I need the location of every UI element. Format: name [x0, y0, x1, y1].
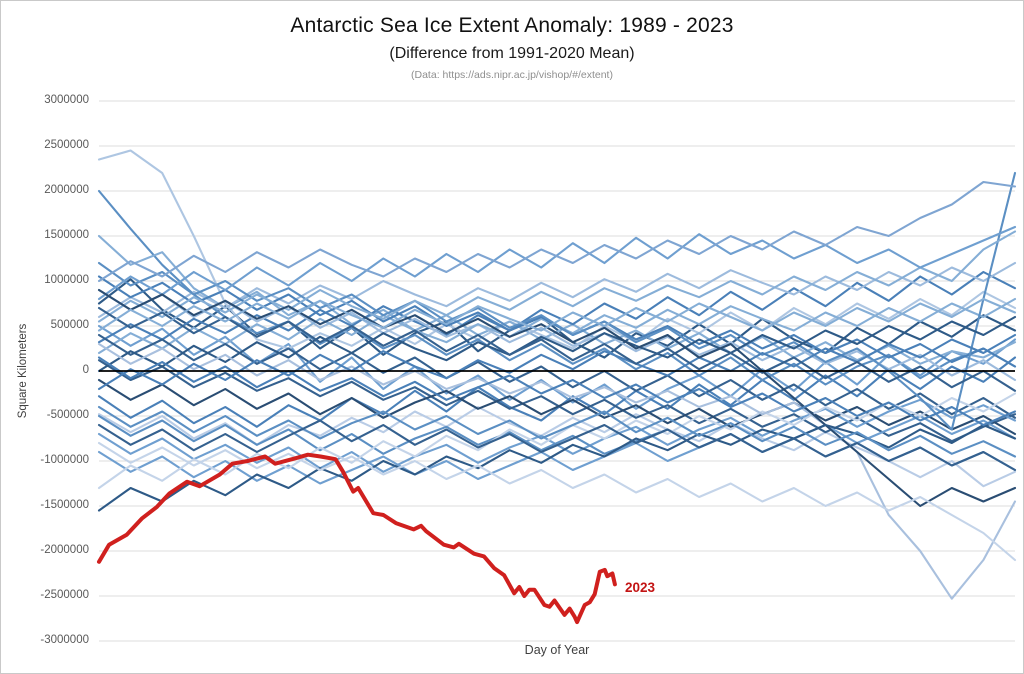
y-tick-label: 2500000: [44, 139, 89, 151]
series-line-1999: [97, 288, 1017, 382]
series-line-2018: [97, 405, 1017, 458]
series-line-2016: [97, 288, 1017, 508]
y-tick-label: 500000: [50, 319, 89, 331]
series-line-2009: [97, 315, 1017, 373]
series-line-2000: [97, 378, 1017, 436]
chart-subtitle: (Difference from 1991-2020 Mean): [389, 45, 635, 62]
series-line-2023-highlight: [97, 452, 617, 625]
y-tick-label: -3000000: [40, 634, 89, 646]
y-tick-label: -500000: [46, 409, 89, 421]
series-line-2015: [97, 306, 1017, 392]
y-tick-label: 3000000: [44, 94, 89, 106]
data-source-note: (Data: https://ads.nipr.ac.jp/vishop/#/e…: [411, 69, 613, 81]
series-line-2012: [97, 230, 1017, 323]
highlight-year-label: 2023: [625, 580, 656, 595]
y-tick-label: 1000000: [44, 274, 89, 286]
series-line-2010: [97, 342, 1017, 600]
series-line-1996: [97, 359, 1017, 443]
series-line-2021: [97, 419, 1017, 472]
series-line-1993: [97, 149, 1017, 350]
y-tick-label: 0: [82, 364, 89, 376]
y-tick-label: -2500000: [40, 589, 89, 601]
x-axis-title: Day of Year: [524, 643, 590, 657]
chart-title: Antarctic Sea Ice Extent Anomaly: 1989 -…: [290, 14, 734, 37]
series-line-2014: [97, 180, 1017, 283]
series-line-2020: [97, 297, 1017, 332]
y-tick-label: -1000000: [40, 454, 89, 466]
y-tick-label: -1500000: [40, 499, 89, 511]
y-tick-label: 1500000: [44, 229, 89, 241]
series-line-2022: [97, 441, 1017, 562]
series-line-2019: [97, 356, 1017, 427]
series-line-2006: [97, 333, 1017, 419]
y-tick-label: 2000000: [44, 184, 89, 196]
series-line-2003: [97, 261, 1017, 319]
y-tick-label: -2000000: [40, 544, 89, 556]
series-line-2007: [97, 392, 1017, 490]
series-line-2011: [97, 333, 1017, 391]
